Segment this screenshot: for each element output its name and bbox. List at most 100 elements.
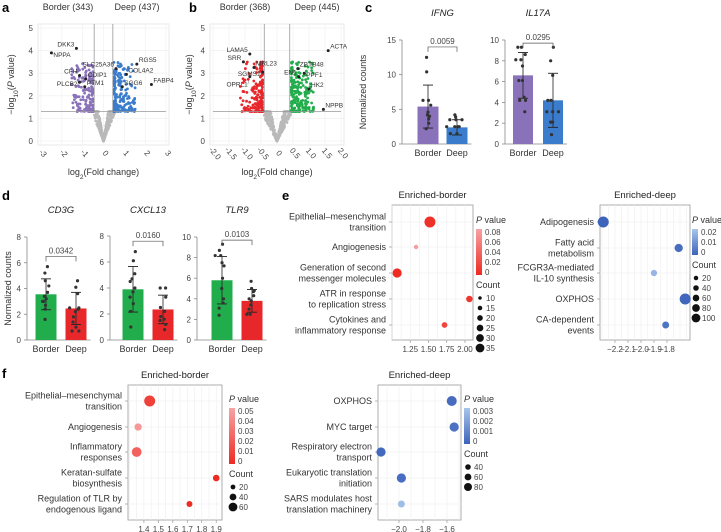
data-point-significant (242, 107, 246, 110)
category-label: Keratan-sulfate (61, 468, 122, 478)
gene-point (252, 66, 256, 70)
data-point-significant (74, 85, 78, 88)
data-point-ns (97, 117, 101, 121)
gene-label: PTM1 (87, 80, 105, 87)
count-legend-label: 20 (239, 483, 248, 492)
data-point (163, 286, 168, 290)
data-point-ns (283, 125, 286, 129)
data-point (43, 271, 47, 275)
data-point-significant (255, 98, 259, 102)
enrichment-dot (134, 423, 142, 431)
category-label: Generation of second (300, 263, 386, 273)
data-point-significant (290, 79, 293, 82)
data-point-significant (251, 86, 255, 90)
data-point-significant (81, 67, 85, 71)
gene-point (78, 73, 82, 77)
gene-label: MRL23 (256, 61, 277, 68)
data-point-ns (279, 124, 283, 128)
dot-plot-title: Enriched-border (141, 370, 209, 381)
data-point-significant (126, 68, 129, 72)
count-legend-dot (693, 275, 699, 281)
plot-frame (127, 384, 223, 521)
data-point-ns (265, 114, 269, 117)
category-label: initiation (339, 479, 372, 489)
data-point (129, 325, 133, 329)
x-tick-label: 1.5 (153, 525, 165, 532)
y-tick-label: 10 (182, 233, 191, 242)
data-point-significant (306, 89, 310, 93)
panel-label-e: e (282, 188, 289, 203)
data-point-significant (307, 107, 311, 111)
gene-label: PLCB2 (57, 81, 78, 88)
data-point-ns (99, 130, 103, 134)
y-tick-label: 0 (495, 140, 500, 149)
gene-label: LAMA5 (226, 47, 248, 54)
data-point-significant (300, 81, 303, 85)
p-value-colorbar (476, 229, 482, 275)
enrichment-dot (376, 447, 386, 457)
gene-label: CFH (64, 68, 78, 75)
category-label: SARS modulates host (284, 494, 373, 504)
y-axis-label-part: −log (6, 98, 16, 115)
data-point-significant (87, 93, 91, 97)
data-point (522, 95, 526, 99)
data-point-significant (256, 93, 260, 97)
data-point-significant (90, 90, 94, 94)
data-point-significant (91, 70, 95, 74)
data-point-significant (312, 105, 315, 109)
data-point (520, 64, 525, 68)
category-label: ATR in response (320, 289, 386, 299)
y-tick-label: 0 (392, 140, 397, 149)
y-axis-label-part: 10 (191, 90, 198, 98)
count-legend-label: 40 (474, 463, 483, 472)
p-value-legend-title: P value (692, 215, 721, 225)
data-point (131, 259, 135, 263)
data-point (249, 279, 253, 283)
volcano-title-deep: Deep (437) (114, 2, 159, 12)
gene-point (120, 85, 124, 89)
y-axis-label: −log10(P value) (6, 54, 20, 115)
data-point-significant (310, 66, 314, 70)
y-axis-label-part: −log (184, 98, 194, 115)
gene-label: EN1 (284, 70, 297, 77)
data-point-significant (124, 82, 128, 86)
category-label: Angiogenesis (332, 242, 387, 252)
data-point-significant (290, 100, 293, 104)
gene-point (84, 77, 88, 81)
data-point (70, 329, 74, 333)
enrichment-dot (679, 293, 691, 305)
gene-title: IL17A (526, 8, 551, 19)
gene-point (78, 80, 82, 84)
data-point-ns (285, 115, 289, 119)
data-point-ns (97, 126, 101, 130)
x-category-label: Deep (241, 344, 263, 354)
data-point-significant (71, 101, 75, 105)
x-axis-label-part: log (68, 167, 80, 177)
x-tick-label: 0 (101, 149, 111, 159)
count-legend-label: 35 (486, 344, 495, 353)
data-point-significant (257, 89, 261, 93)
gene-label: SGG6 (124, 80, 142, 87)
data-point (454, 115, 458, 119)
data-point-significant (255, 71, 258, 74)
data-point-significant (300, 78, 304, 82)
data-point-ns (274, 135, 278, 139)
data-point-significant (130, 63, 134, 66)
data-point-significant (298, 104, 302, 108)
bar-border (122, 289, 144, 340)
data-point (45, 265, 50, 269)
data-point (445, 125, 449, 129)
legend-title-part: value (698, 215, 721, 225)
category-label: Inflammatory (70, 442, 123, 452)
data-point (453, 125, 457, 129)
data-point-significant (291, 84, 295, 88)
y-tick-label: 4 (187, 295, 192, 304)
data-point-significant (119, 104, 122, 108)
data-point-significant (296, 97, 300, 101)
dot-plot-f2: −2.0 −1.8 −1.6 OXPHOS MYC target Respiratory … (284, 370, 494, 532)
data-point-significant (91, 108, 95, 112)
data-point (163, 328, 167, 332)
p-value-tick: 0.02 (485, 258, 501, 267)
data-point (549, 120, 553, 124)
data-point-significant (294, 84, 297, 88)
